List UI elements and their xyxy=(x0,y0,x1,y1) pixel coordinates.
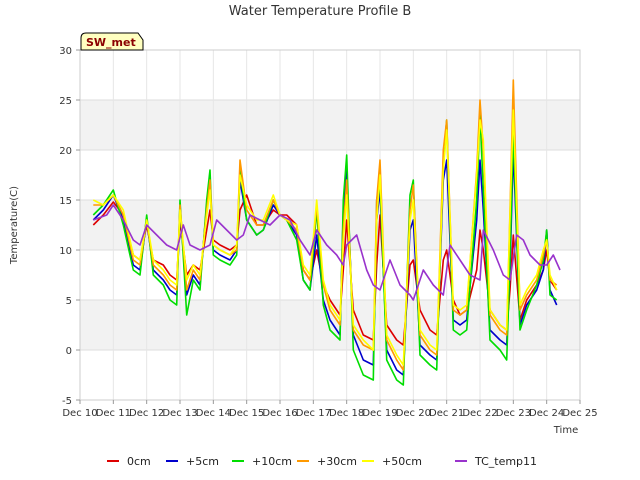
legend-item-label: +10cm xyxy=(252,455,292,468)
x-tick-label: Dec 24 xyxy=(529,408,564,419)
legend: 0cm +5cm +10cm +30cm +50cm TC_temp11 xyxy=(107,455,537,468)
legend-item-label: 0cm xyxy=(127,455,151,468)
x-tick-label: Dec 23 xyxy=(496,408,531,419)
x-tick-label: Dec 13 xyxy=(162,408,197,419)
legend-item-label: TC_temp11 xyxy=(474,455,537,468)
x-tick-label: Dec 16 xyxy=(262,408,297,419)
x-tick-label: Dec 12 xyxy=(129,408,164,419)
x-tick-label: Dec 17 xyxy=(296,408,331,419)
grid-band xyxy=(80,200,580,250)
x-tick-label: Dec 15 xyxy=(229,408,264,419)
y-tick-label: 5 xyxy=(66,296,72,307)
x-tick-label: Dec 19 xyxy=(362,408,397,419)
series-line-tctemp11 xyxy=(93,204,561,301)
series-layer xyxy=(92,79,561,386)
plot-area xyxy=(80,50,580,400)
x-tick-label: Dec 22 xyxy=(462,408,497,419)
x-tick-label: Dec 11 xyxy=(96,408,131,419)
x-axis-label: Time xyxy=(553,425,578,436)
y-axis-label: Temperature(C) xyxy=(9,186,20,265)
station-badge: SW_met xyxy=(80,32,144,51)
station-badge-label: SW_met xyxy=(86,36,136,49)
y-tick-label: 15 xyxy=(59,196,72,207)
x-tick-label: Dec 25 xyxy=(562,408,597,419)
y-tick-label: -5 xyxy=(62,396,72,407)
y-tick-label: 10 xyxy=(59,246,72,257)
x-tick-label: Dec 10 xyxy=(62,408,97,419)
y-tick-label: 0 xyxy=(66,346,72,357)
chart-title: Water Temperature Profile B xyxy=(229,4,412,19)
plot-frame xyxy=(79,49,581,401)
x-tick-label: Dec 20 xyxy=(396,408,431,419)
legend-item-label: +30cm xyxy=(317,455,357,468)
x-tick-label: Dec 18 xyxy=(329,408,364,419)
legend-item-label: +50cm xyxy=(382,455,422,468)
grid-band xyxy=(80,100,580,150)
legend-item-label: +5cm xyxy=(186,455,219,468)
y-tick-label: 20 xyxy=(59,146,72,157)
x-tick-label: Dec 14 xyxy=(196,408,231,419)
x-tick-label: Dec 21 xyxy=(429,408,464,419)
y-tick-label: 30 xyxy=(59,46,72,57)
y-tick-label: 25 xyxy=(59,96,72,107)
series-line-50cm xyxy=(92,109,558,366)
